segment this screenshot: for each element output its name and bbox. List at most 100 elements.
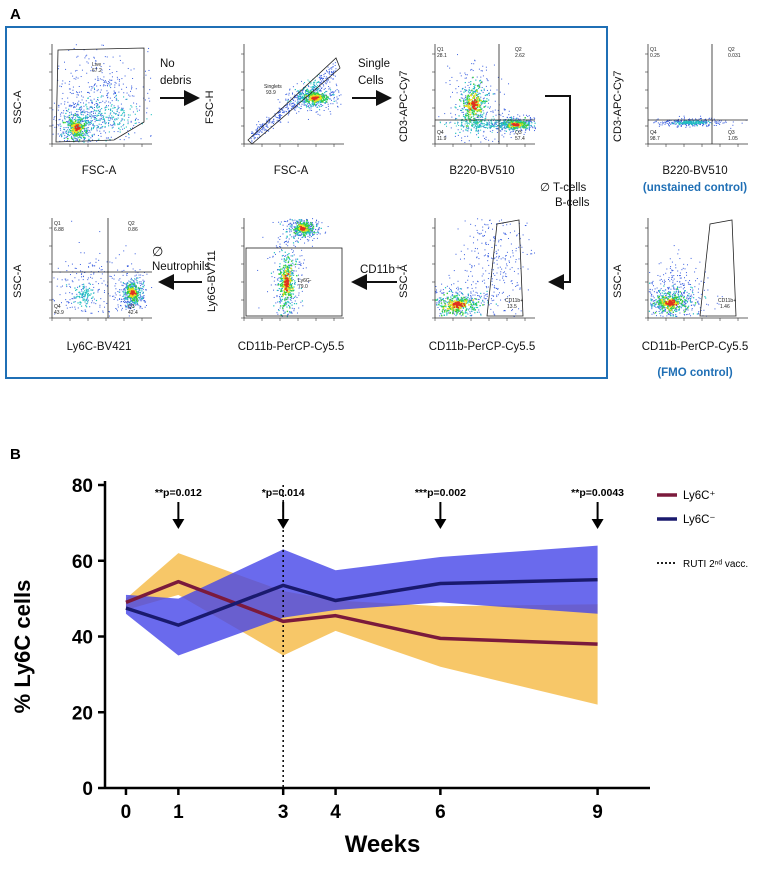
- q1-label: Q1: [650, 47, 657, 53]
- singlet-event: [329, 70, 331, 72]
- singlet-event: [317, 81, 319, 83]
- singlet-event: [287, 121, 289, 123]
- singlet-event: [327, 77, 329, 79]
- singlet-event: [310, 83, 312, 85]
- singlet-event: [256, 133, 258, 135]
- singlet-event: [268, 130, 270, 132]
- singlet-event: [300, 99, 302, 101]
- singlets-gate-outline: [247, 57, 341, 145]
- p5-xlabel: CD11b-PerCP-Cy5.5: [428, 341, 536, 353]
- singlet-event: [290, 108, 292, 110]
- p-value-annotation: **p=0.012: [155, 487, 202, 499]
- q3-value: 1.05: [728, 136, 738, 142]
- singlet-event: [310, 86, 312, 88]
- singlet-event: [323, 74, 325, 76]
- singlet-event: [276, 119, 278, 121]
- singlet-event: [285, 105, 287, 107]
- singlet-event: [259, 136, 261, 138]
- event-cloud: [74, 124, 81, 132]
- event-cloud: [672, 119, 713, 127]
- y-tick-label: 20: [72, 703, 93, 724]
- singlet-event: [278, 112, 280, 114]
- step-exclude-neutrophils: Neutrophils: [152, 261, 211, 273]
- singlet-event: [328, 73, 330, 75]
- arrow-p3-p5: [545, 95, 571, 290]
- event-cloud: [65, 283, 98, 308]
- q4-value: 98.7: [650, 136, 660, 142]
- singlet-event: [307, 84, 309, 86]
- singlet-event: [317, 84, 319, 86]
- singlet-event: [324, 72, 326, 74]
- plot-live-gate: Live 67.2: [44, 42, 154, 152]
- singlet-event: [273, 123, 275, 125]
- singlet-event: [296, 103, 298, 105]
- singlet-event: [265, 123, 267, 125]
- singlet-event: [272, 120, 274, 122]
- q2-label: Q2: [128, 221, 135, 227]
- singlet-event: [332, 66, 334, 68]
- singlet-event: [262, 127, 264, 129]
- event-cloud: [129, 290, 137, 296]
- q1-value: 28.1: [437, 53, 447, 59]
- singlet-event: [312, 89, 314, 91]
- singlet-event: [312, 86, 314, 88]
- singlet-event: [256, 129, 258, 131]
- singlet-event: [297, 90, 299, 92]
- p8-xlabel: Ly6C-BV421: [66, 341, 132, 353]
- singlet-event: [308, 90, 310, 92]
- x-tick-label: 3: [278, 802, 289, 823]
- singlet-event: [298, 98, 300, 100]
- singlet-event: [273, 118, 275, 120]
- singlet-event: [274, 113, 276, 115]
- event-cloud: [52, 44, 152, 142]
- singlet-event: [300, 100, 302, 102]
- legend-label-ruti: RUTI 2ⁿᵈ vacc.: [683, 559, 748, 570]
- q4-label: Q4: [54, 304, 61, 310]
- singlet-event: [258, 131, 260, 133]
- singlet-event: [274, 115, 276, 117]
- singlet-event: [298, 106, 300, 108]
- singlet-event: [257, 131, 259, 133]
- singlet-event: [289, 110, 291, 112]
- singlet-event: [291, 106, 293, 108]
- singlet-event: [279, 114, 281, 116]
- p-value-annotation: ***p=0.002: [415, 487, 466, 499]
- singlet-event: [252, 132, 254, 134]
- singlet-event: [331, 71, 333, 73]
- singlet-event: [269, 122, 271, 124]
- singlet-event: [287, 108, 289, 110]
- singlet-event: [251, 132, 253, 134]
- singlet-event: [255, 129, 257, 131]
- panel-a-label: A: [10, 6, 21, 23]
- singlet-event: [268, 117, 270, 119]
- q4-label: Q4: [437, 130, 444, 136]
- fmo-gate-value: 1.46: [720, 304, 730, 310]
- singlet-event: [299, 89, 301, 91]
- singlet-event: [255, 137, 257, 139]
- singlet-event: [294, 106, 296, 108]
- singlet-event: [321, 78, 323, 80]
- singlet-event: [315, 83, 317, 85]
- event-cloud: [64, 85, 152, 142]
- ly6c-neg-error-band: [125, 545, 598, 656]
- event-cloud: [452, 301, 466, 309]
- singlet-event: [253, 135, 255, 137]
- singlet-event: [313, 86, 315, 88]
- singlet-event: [314, 81, 316, 83]
- singlet-event: [327, 71, 329, 73]
- singlet-event: [332, 72, 334, 74]
- singlet-event: [299, 96, 301, 98]
- singlet-event: [279, 115, 281, 117]
- step-cd11b-positive: CD11b⁺: [360, 264, 402, 276]
- ly6c-neg-line: [125, 577, 598, 627]
- singlet-event: [324, 87, 326, 89]
- singlet-event: [251, 141, 253, 143]
- p-value-arrow-head: [434, 519, 447, 529]
- q4-value: 11.9: [437, 136, 447, 142]
- p-value-arrow-head: [172, 519, 185, 529]
- singlet-event: [334, 62, 336, 64]
- q4-value: 43.9: [54, 310, 64, 316]
- singlet-event: [320, 80, 322, 82]
- singlet-event: [286, 111, 288, 113]
- singlet-event: [290, 103, 292, 105]
